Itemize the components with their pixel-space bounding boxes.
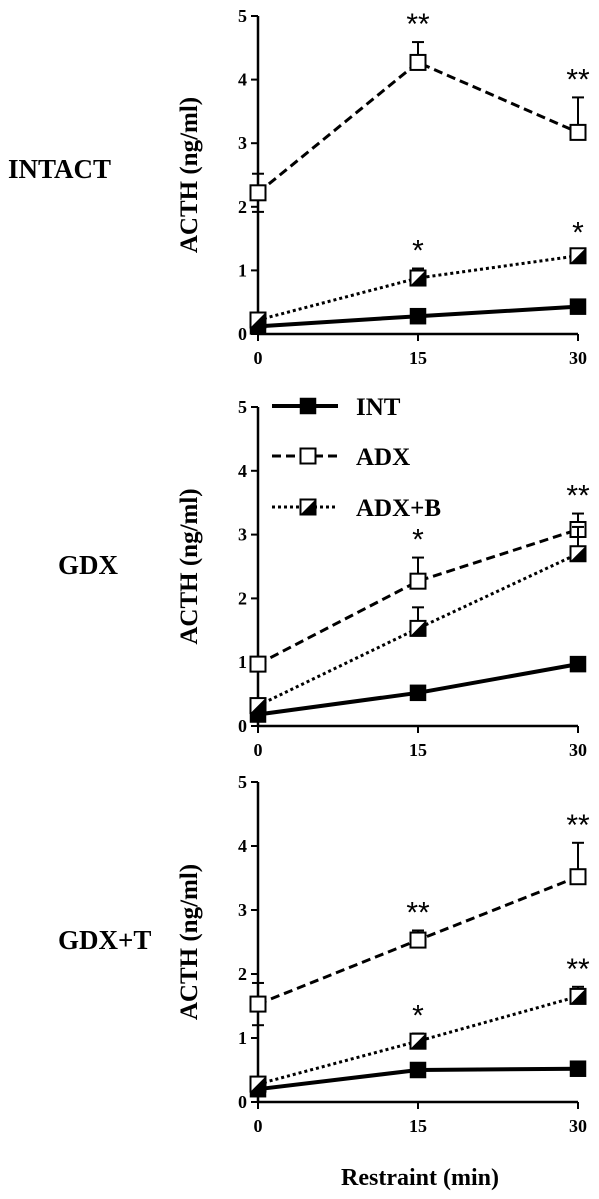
- series-line: [257, 254, 579, 322]
- y-tick-label: 3: [238, 900, 247, 920]
- data-point: [249, 995, 267, 1013]
- data-point: [409, 572, 427, 590]
- y-tick-label: 0: [238, 1092, 247, 1112]
- significance-label: **: [406, 8, 430, 41]
- y-tick-label: 1: [238, 652, 247, 672]
- significance-label: **: [566, 480, 590, 513]
- significance-label: **: [566, 63, 590, 96]
- data-point: [409, 931, 427, 949]
- y-tick-label: 2: [238, 197, 247, 217]
- y-axis-title: ACTH (ng/ml): [176, 488, 203, 644]
- significance-label: **: [566, 809, 590, 842]
- y-tick-label: 5: [238, 397, 247, 417]
- y-tick-label: 4: [238, 461, 247, 481]
- significance-label: *: [412, 524, 424, 557]
- y-tick-label: 0: [238, 716, 247, 736]
- significance-label: *: [572, 217, 584, 250]
- y-tick-label: 1: [238, 1028, 247, 1048]
- legend-marker: [299, 397, 317, 415]
- x-tick-label: 30: [569, 740, 587, 760]
- x-tick-label: 0: [254, 1116, 263, 1136]
- series-adx: ***: [249, 480, 590, 673]
- series-line: [257, 552, 579, 707]
- data-point: [409, 269, 427, 287]
- x-tick-label: 0: [254, 740, 263, 760]
- data-point: [249, 697, 267, 715]
- legend-marker: [299, 447, 317, 465]
- x-tick-label: 15: [409, 1116, 427, 1136]
- series-line: [257, 528, 579, 666]
- series-int: [249, 655, 587, 723]
- data-point: [249, 184, 267, 202]
- legend-label: ADX+B: [356, 495, 441, 522]
- legend-item-adxb: ADX+B: [272, 495, 441, 522]
- data-point: [569, 1060, 587, 1077]
- legend-marker: [299, 498, 317, 516]
- series-adx: ** **: [249, 809, 590, 1027]
- data-point: [569, 655, 587, 673]
- panel-label: GDX: [58, 550, 119, 580]
- x-tick-label: 30: [569, 348, 587, 368]
- data-point: [409, 1032, 427, 1050]
- data-point: [569, 298, 587, 315]
- y-tick-label: 5: [238, 6, 247, 26]
- x-axis-title: Restraint (min): [341, 1165, 499, 1191]
- y-tick-label: 4: [238, 70, 247, 90]
- y-tick-label: 2: [238, 964, 247, 984]
- significance-label: **: [406, 896, 430, 929]
- data-point: [409, 53, 427, 71]
- series-adxb: [249, 525, 587, 715]
- series-adx: ** **: [249, 8, 590, 213]
- y-tick-label: 3: [238, 525, 247, 545]
- data-point: [409, 684, 427, 702]
- data-point: [409, 307, 427, 325]
- y-axis-title: ACTH (ng/ml): [176, 97, 203, 253]
- data-point: [409, 1061, 427, 1079]
- data-point: [409, 619, 427, 637]
- y-tick-label: 0: [238, 324, 247, 344]
- series-adxb: ***: [249, 953, 590, 1093]
- legend-label: INT: [356, 394, 401, 421]
- y-axis-title: ACTH (ng/ml): [176, 864, 203, 1020]
- legend-item-int: INT: [272, 394, 401, 421]
- y-tick-label: 2: [238, 588, 247, 608]
- data-point: [569, 247, 587, 265]
- data-point: [569, 987, 587, 1005]
- y-tick-label: 4: [238, 836, 247, 856]
- x-tick-label: 0: [254, 348, 263, 368]
- data-point: [569, 545, 587, 563]
- series-line: [257, 994, 579, 1086]
- y-tick-label: 1: [238, 260, 247, 280]
- y-tick-label: 3: [238, 133, 247, 153]
- series-int: [249, 298, 587, 335]
- legend-label: ADX: [356, 444, 410, 471]
- x-tick-label: 30: [569, 1116, 587, 1136]
- x-tick-label: 15: [409, 348, 427, 368]
- data-point: [249, 655, 267, 673]
- significance-label: **: [566, 953, 590, 986]
- y-tick-label: 5: [238, 772, 247, 792]
- panel-label: INTACT: [8, 154, 111, 184]
- significance-label: *: [412, 1000, 424, 1033]
- data-point: [569, 868, 587, 886]
- significance-label: *: [412, 234, 424, 267]
- panel-label: GDX+T: [58, 925, 151, 955]
- x-tick-label: 15: [409, 740, 427, 760]
- series-int: [249, 1060, 587, 1098]
- data-point: [569, 123, 587, 141]
- data-point: [249, 1075, 267, 1093]
- series-line: [257, 60, 579, 194]
- series-adxb: **: [249, 217, 587, 329]
- legend: INT ADX ADX+B: [272, 394, 441, 522]
- legend-item-adx: ADX: [272, 444, 410, 471]
- data-point: [249, 311, 267, 329]
